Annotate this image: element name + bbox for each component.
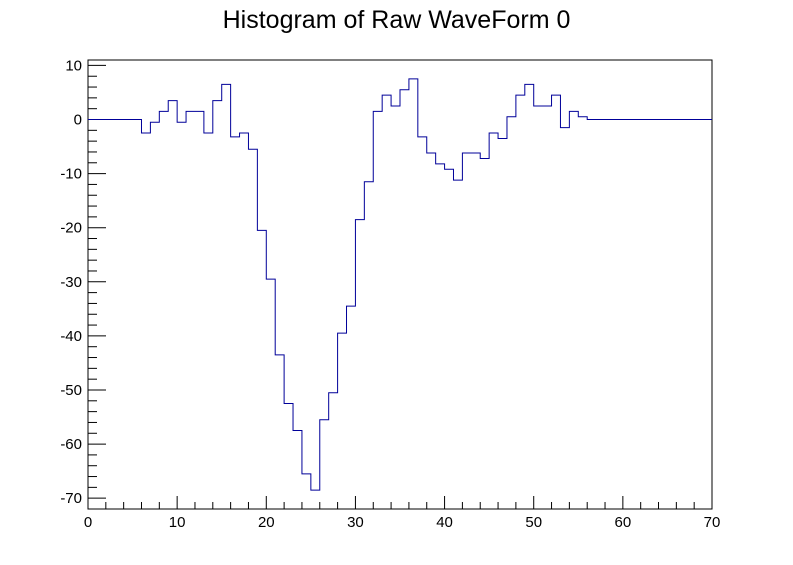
x-tick-label: 70 bbox=[704, 514, 721, 531]
histogram-series-line bbox=[88, 78, 712, 491]
x-tick-label: 30 bbox=[347, 514, 364, 531]
y-tick-label: 0 bbox=[74, 112, 82, 129]
y-tick-label: -50 bbox=[60, 382, 82, 399]
y-tick-label: -60 bbox=[60, 436, 82, 453]
y-tick-label: -30 bbox=[60, 274, 82, 291]
x-tick-label: 20 bbox=[258, 514, 275, 531]
x-tick-label: 60 bbox=[615, 514, 632, 531]
y-tick-label: -20 bbox=[60, 220, 82, 237]
y-tick-label: -70 bbox=[60, 490, 82, 507]
x-tick-label: 0 bbox=[84, 514, 92, 531]
y-tick-label: -40 bbox=[60, 328, 82, 345]
y-tick-label: -10 bbox=[60, 166, 82, 183]
x-tick-label: 50 bbox=[525, 514, 542, 531]
chart-title: Histogram of Raw WaveForm 0 bbox=[222, 6, 571, 34]
y-tick-label: 10 bbox=[65, 57, 82, 74]
x-tick-label: 40 bbox=[436, 514, 453, 531]
plot-frame bbox=[87, 59, 713, 510]
x-tick-label: 10 bbox=[169, 514, 186, 531]
